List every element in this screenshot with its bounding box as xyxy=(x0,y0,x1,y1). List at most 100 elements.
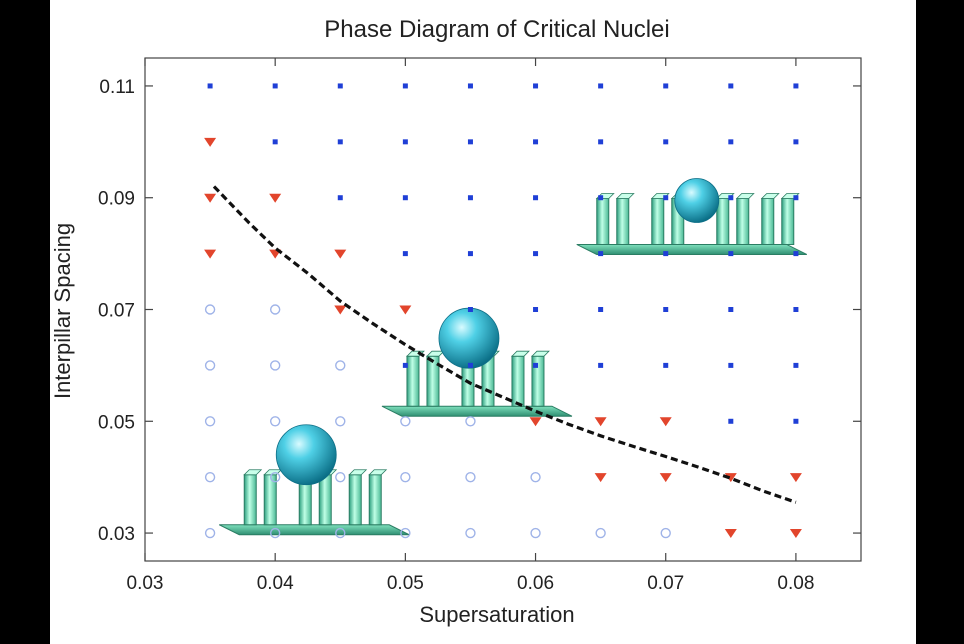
triangle-point xyxy=(204,249,217,259)
open-circle-point xyxy=(269,304,281,315)
y-tick-label: 0.05 xyxy=(98,412,135,433)
x-tick-label: 0.05 xyxy=(387,573,424,594)
illustration-drop-partially-between-pillars xyxy=(381,307,573,417)
dot-point xyxy=(728,418,734,424)
open-circle-point xyxy=(204,471,216,483)
x-axis-label: Supersaturation xyxy=(419,602,574,627)
boundary-curve xyxy=(212,185,797,504)
pillar-top xyxy=(368,469,388,476)
pillar xyxy=(243,474,257,526)
pillar xyxy=(511,355,525,407)
open-circle-point xyxy=(465,471,476,483)
y-tick-label: 0.07 xyxy=(98,301,135,322)
chart-title: Phase Diagram of Critical Nuclei xyxy=(324,16,669,43)
pillar-top xyxy=(348,469,368,476)
pillar xyxy=(736,197,750,245)
dot-point xyxy=(598,307,604,312)
dot-point xyxy=(337,83,343,89)
dot-point xyxy=(663,362,669,368)
pillar xyxy=(651,197,665,245)
open-circle-point xyxy=(335,360,346,371)
triangle-point xyxy=(334,249,347,259)
dot-point xyxy=(598,251,604,257)
dot-point xyxy=(728,83,734,89)
dot-point xyxy=(533,139,539,145)
triangle-point xyxy=(659,473,672,483)
open-circle-point xyxy=(335,527,346,539)
boundary-curve-group xyxy=(212,185,797,504)
pillar xyxy=(616,197,630,245)
dot-point xyxy=(402,195,408,201)
substrate-base xyxy=(219,524,410,536)
dot-point xyxy=(467,251,473,257)
dot-point xyxy=(272,139,278,145)
dot-point xyxy=(533,362,539,368)
pillar xyxy=(781,197,795,245)
y-tick-label: 0.09 xyxy=(98,189,135,210)
open-circle-point xyxy=(204,527,216,539)
dot-point xyxy=(793,362,799,368)
dot-point xyxy=(467,83,473,89)
axis-ticks: 0.03 0.04 0.05 0.06 0.07 0.08 0.03 0.05 0.07 0.09… xyxy=(98,58,861,594)
y-axis-label: Interpillar Spacing xyxy=(50,223,75,399)
dot-point xyxy=(663,195,669,201)
substrate-base xyxy=(381,405,573,417)
dot-point xyxy=(533,83,539,89)
open-circle-point xyxy=(269,416,281,427)
pillar-top xyxy=(510,350,530,357)
pillar xyxy=(368,474,382,526)
pillar xyxy=(406,355,420,407)
open-circle-point xyxy=(465,527,476,539)
triangle-point xyxy=(204,137,217,147)
open-circle-point xyxy=(530,471,541,483)
y-tick-label: 0.11 xyxy=(99,77,135,98)
pillar xyxy=(318,474,332,526)
dot-point xyxy=(402,362,408,368)
dot-point xyxy=(663,251,669,257)
dot-point xyxy=(533,251,539,257)
dot-point xyxy=(337,139,343,145)
pillar-top xyxy=(425,350,445,357)
open-circle-point xyxy=(269,527,281,539)
triangle-point xyxy=(594,417,607,427)
x-tick-label: 0.03 xyxy=(127,573,164,594)
dot-point xyxy=(663,83,669,89)
triangle-point xyxy=(529,417,542,427)
dot-point xyxy=(598,362,604,368)
dot-point xyxy=(272,83,278,89)
dot-point xyxy=(793,251,799,257)
dot-point xyxy=(598,83,604,89)
open-circle-point xyxy=(269,471,281,483)
data-points xyxy=(204,83,802,539)
triangle-point xyxy=(594,473,607,483)
dot-point xyxy=(793,418,799,424)
dot-point xyxy=(467,195,473,201)
x-tick-label: 0.04 xyxy=(257,573,294,594)
open-circle-point xyxy=(335,471,346,483)
triangle-point xyxy=(659,417,672,427)
nucleus-sphere xyxy=(275,424,337,486)
dot-point xyxy=(728,307,734,312)
dot-point xyxy=(467,307,473,312)
x-tick-label: 0.06 xyxy=(517,573,554,594)
dot-point xyxy=(533,307,539,312)
dot-point xyxy=(207,83,213,89)
dot-point xyxy=(402,83,408,89)
open-circle-point xyxy=(204,304,216,315)
open-circle-point xyxy=(204,360,216,371)
open-circle-point xyxy=(400,471,411,483)
pillar-top xyxy=(530,350,550,357)
pillar-top xyxy=(615,193,635,199)
dot-point xyxy=(598,195,604,201)
triangle-point xyxy=(204,193,217,203)
dot-point xyxy=(402,251,408,257)
nucleus-illustrations xyxy=(219,178,807,536)
dot-point xyxy=(663,307,669,312)
triangle-point xyxy=(724,529,737,539)
triangle-point xyxy=(334,305,347,315)
dot-point xyxy=(402,139,408,145)
open-circle-point xyxy=(269,360,281,371)
dot-point xyxy=(793,83,799,89)
dot-point xyxy=(598,139,604,145)
